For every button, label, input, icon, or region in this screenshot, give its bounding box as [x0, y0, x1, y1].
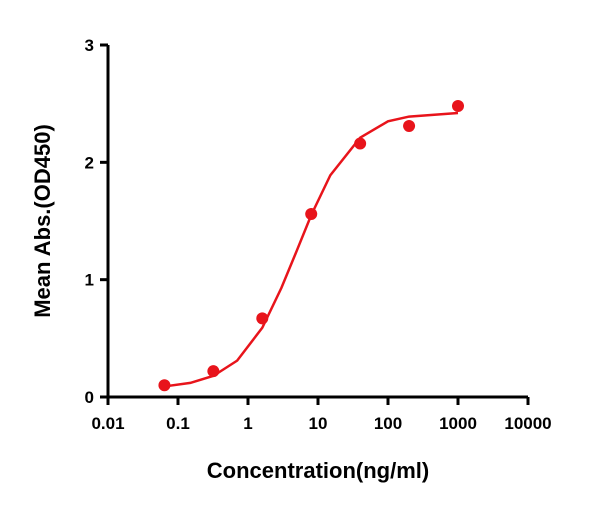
data-point — [207, 365, 220, 378]
x-tick-label: 0.01 — [91, 414, 124, 433]
data-point — [452, 100, 464, 113]
y-tick-label: 2 — [85, 153, 94, 172]
fit-curve — [164, 111, 459, 388]
x-tick-label: 1 — [243, 414, 252, 433]
x-tick-label: 100 — [374, 414, 402, 433]
y-tick-label: 1 — [85, 271, 94, 290]
y-axis-title: Mean Abs.(OD450) — [30, 124, 55, 318]
x-tick-label: 1000 — [439, 414, 477, 433]
y-tick-label: 3 — [85, 36, 94, 55]
x-tick-label: 10 — [309, 414, 328, 433]
x-tick-label: 0.1 — [166, 414, 190, 433]
x-axis-title: Concentration(ng/ml) — [207, 458, 429, 483]
data-point — [305, 207, 318, 220]
data-point — [256, 312, 269, 325]
y-tick-label: 0 — [85, 388, 94, 407]
data-point — [403, 119, 416, 132]
x-tick-label: 10000 — [504, 414, 551, 433]
data-point — [354, 137, 367, 150]
data-point — [158, 379, 171, 392]
